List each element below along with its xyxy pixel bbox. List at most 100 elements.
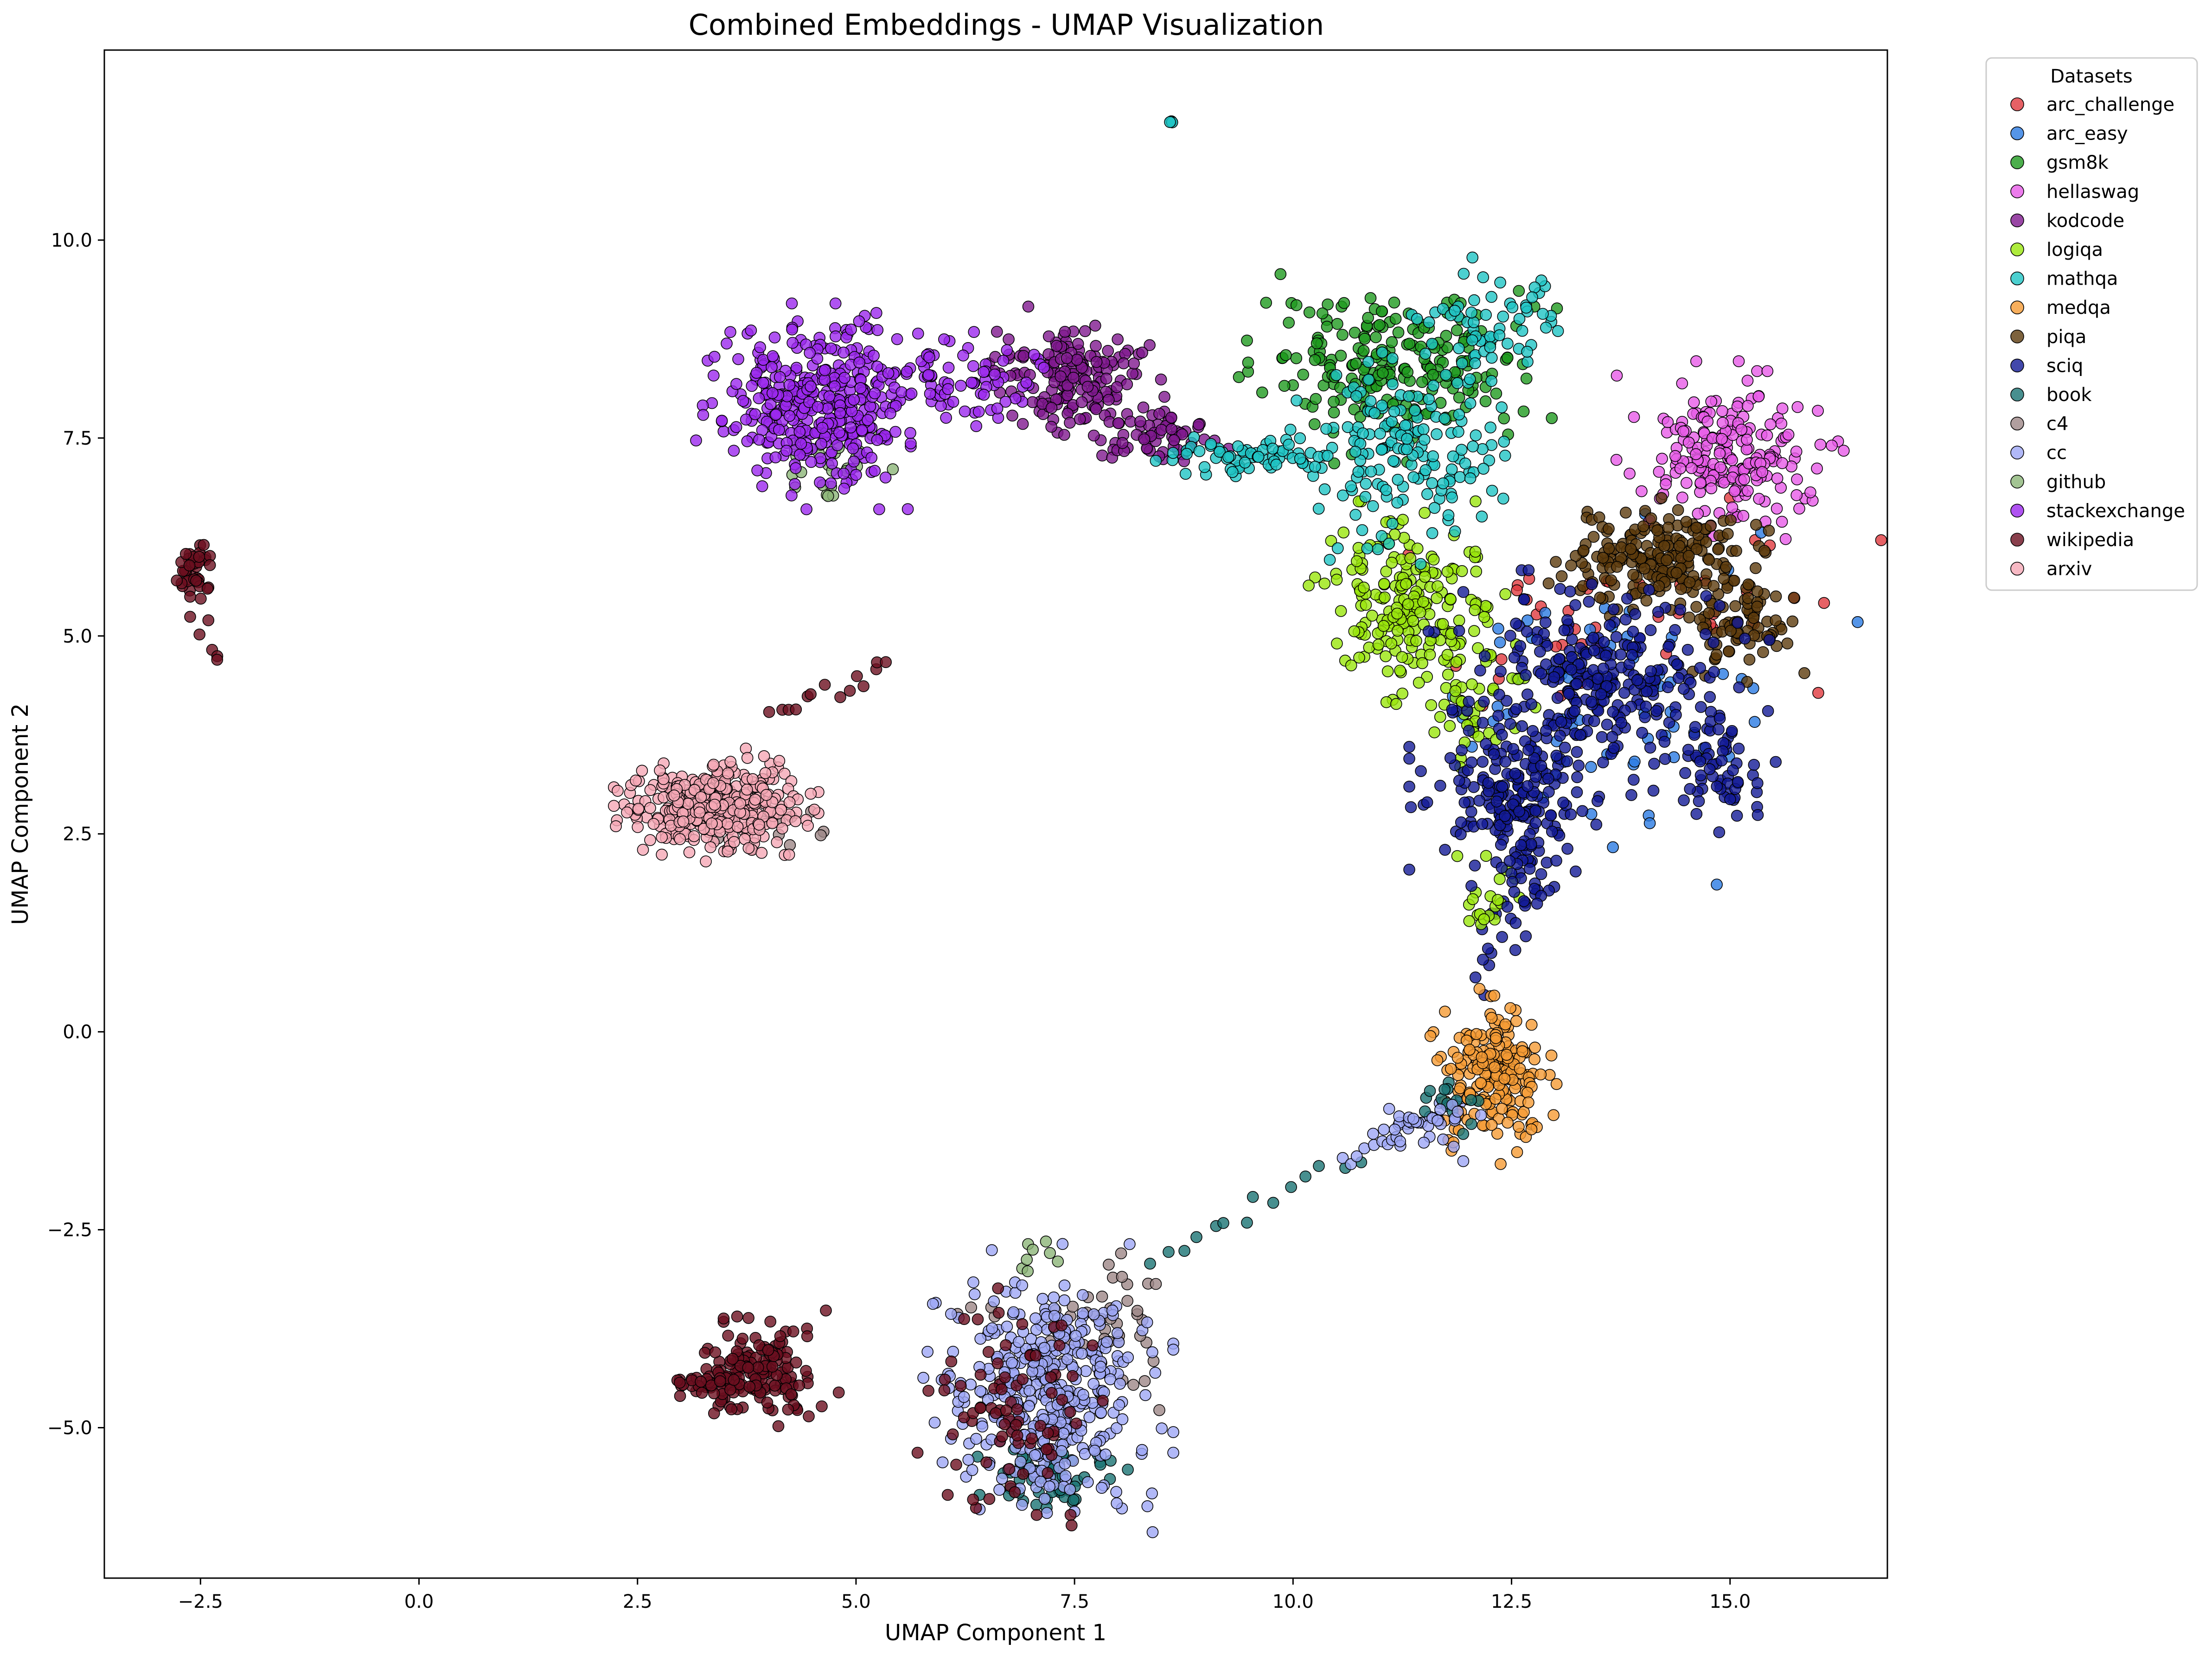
data-point (708, 1407, 720, 1420)
data-point (1601, 719, 1613, 731)
data-point (1547, 1109, 1560, 1121)
data-point (1407, 471, 1419, 484)
data-point (1026, 396, 1039, 408)
data-point (1647, 784, 1660, 797)
data-point (1496, 729, 1508, 741)
data-point (193, 628, 206, 641)
data-point (1729, 600, 1741, 612)
legend-marker (2010, 242, 2024, 256)
data-point (1064, 1406, 1076, 1418)
data-point (1176, 428, 1189, 440)
data-point (1596, 731, 1608, 743)
data-point (1720, 561, 1732, 573)
data-point (709, 1346, 722, 1358)
data-point (644, 784, 657, 796)
data-point (1502, 338, 1514, 350)
data-point (1514, 640, 1527, 652)
data-point (1470, 429, 1482, 441)
data-point (1391, 497, 1403, 509)
data-point (1477, 756, 1489, 768)
data-point (1451, 377, 1464, 389)
data-point (1603, 522, 1615, 535)
data-point (1397, 514, 1409, 526)
data-point (1479, 395, 1492, 408)
data-point (741, 435, 754, 447)
data-point (1818, 597, 1830, 609)
data-point (905, 437, 917, 450)
data-point (1764, 418, 1777, 431)
data-point (945, 1308, 957, 1320)
data-point (1451, 1106, 1464, 1118)
data-point (1124, 1238, 1136, 1250)
data-point (1695, 701, 1707, 713)
data-point (741, 783, 753, 796)
data-point (1753, 493, 1765, 505)
data-point (1798, 667, 1810, 679)
data-point (1751, 585, 1764, 598)
data-point (1451, 1051, 1464, 1064)
data-point (783, 848, 795, 861)
data-point (1704, 763, 1716, 775)
data-point (1648, 758, 1660, 770)
data-point (800, 1365, 812, 1377)
data-point (693, 806, 706, 819)
data-point (865, 452, 877, 464)
data-point (1571, 786, 1583, 798)
data-point (989, 368, 1001, 381)
data-point (1045, 401, 1058, 414)
data-point (1669, 450, 1681, 462)
data-point (1003, 1463, 1016, 1475)
data-point (947, 395, 959, 408)
data-point (1561, 843, 1573, 855)
data-point (1016, 1279, 1028, 1292)
data-point (1011, 1429, 1023, 1442)
data-point (1627, 568, 1639, 581)
data-point (1059, 1470, 1072, 1482)
data-point (1416, 376, 1428, 388)
data-point (1290, 352, 1303, 364)
data-point (1480, 850, 1492, 862)
data-point (1463, 725, 1475, 737)
data-point (1434, 780, 1446, 792)
data-point (1364, 395, 1377, 408)
data-point (1644, 624, 1657, 636)
data-point (870, 307, 882, 319)
data-point (1434, 711, 1446, 723)
data-point (1518, 593, 1530, 605)
data-point (1362, 312, 1374, 324)
data-point (1631, 674, 1643, 686)
data-point (783, 379, 796, 391)
data-point (990, 1407, 1002, 1419)
data-point (1064, 1484, 1076, 1496)
data-point (736, 1332, 749, 1345)
data-point (1426, 338, 1438, 350)
data-point (766, 1361, 779, 1373)
data-point (1167, 1344, 1179, 1356)
data-point (1424, 1030, 1437, 1042)
data-point (1449, 685, 1462, 697)
data-point (1485, 1012, 1498, 1024)
data-point (1110, 1486, 1122, 1498)
data-point (1690, 808, 1703, 820)
data-point (970, 420, 982, 433)
data-point (1103, 1259, 1115, 1271)
data-point (724, 326, 736, 338)
legend-marker (2010, 388, 2024, 401)
data-point (830, 330, 842, 343)
data-point (1520, 669, 1532, 681)
data-point (1700, 590, 1712, 602)
data-point (1465, 1118, 1477, 1130)
data-point (1776, 402, 1789, 414)
legend-marker (2010, 561, 2024, 576)
data-point (768, 331, 781, 344)
data-point (1353, 651, 1365, 664)
y-tick-label: 7.5 (63, 428, 92, 449)
data-point (1506, 876, 1518, 888)
data-point (857, 680, 869, 692)
data-point (1048, 1310, 1061, 1322)
data-point (1770, 590, 1782, 603)
legend-label: c4 (2046, 414, 2068, 435)
data-point (1058, 429, 1070, 441)
data-point (1446, 491, 1458, 503)
data-point (802, 820, 814, 832)
